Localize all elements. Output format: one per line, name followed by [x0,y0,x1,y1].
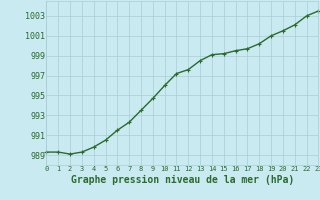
X-axis label: Graphe pression niveau de la mer (hPa): Graphe pression niveau de la mer (hPa) [71,175,294,185]
